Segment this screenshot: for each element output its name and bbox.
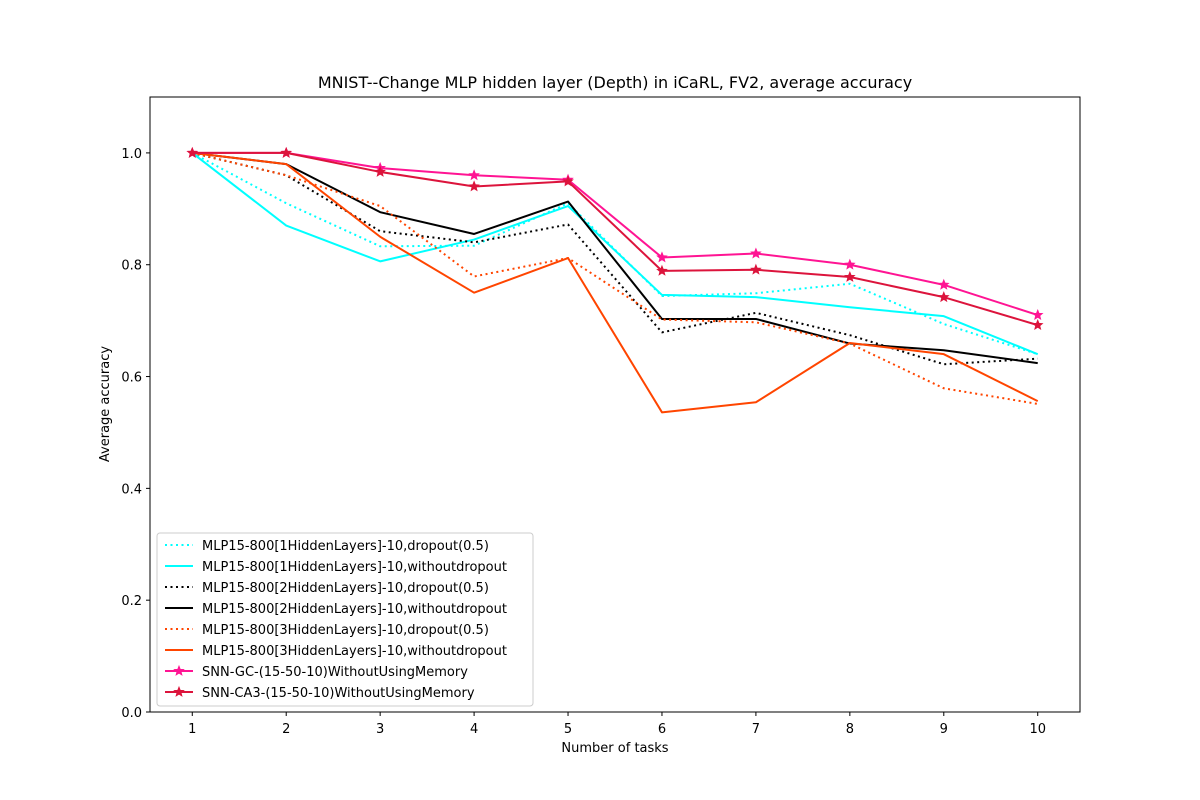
x-axis-title: Number of tasks: [561, 741, 668, 756]
series-8-point: [374, 165, 386, 177]
x-tick-label: 1: [188, 722, 196, 737]
series-8-point: [938, 291, 950, 303]
series-line-4: [192, 151, 1038, 365]
legend-label-1: MLP15-800[1HiddenLayers]-10,dropout(0.5): [202, 539, 489, 554]
legend-marker-7: [173, 664, 185, 676]
x-tick-label: 3: [376, 722, 384, 737]
y-tick-label: 0.2: [121, 594, 142, 609]
series-8-point: [562, 175, 574, 187]
series-8-point: [186, 146, 199, 158]
plot-frame: [149, 96, 1081, 713]
series-line-2: [191, 152, 1039, 356]
series-group: [186, 146, 1044, 414]
legend-label-2: MLP15-800[1HiddenLayers]-10,withoutdropo…: [202, 560, 507, 575]
series-7-point: [1031, 308, 1044, 320]
x-tick-label: 2: [282, 722, 290, 737]
x-tick-label: 10: [1029, 722, 1046, 737]
series-7-point: [750, 247, 762, 259]
y-axis-title: Average accuracy: [98, 346, 113, 462]
y-tick-label: 0.4: [121, 482, 142, 497]
series-8-point: [844, 270, 856, 282]
x-tick-label: 6: [658, 722, 666, 737]
x-tick-label: 7: [752, 722, 760, 737]
series-8-point: [750, 263, 762, 275]
series-7-point: [468, 169, 480, 181]
legend-label-5: MLP15-800[3HiddenLayers]-10,dropout(0.5): [202, 623, 489, 638]
series-7-point: [938, 278, 950, 290]
series-line-6: [192, 151, 1039, 414]
legend-marker-8: [173, 685, 185, 697]
series-8-point: [280, 146, 292, 158]
series-line-3: [192, 151, 1038, 366]
legend-label-7: SNN-GC-(15-50-10)WithoutUsingMemory: [202, 665, 468, 680]
y-tick-label: 1.0: [121, 147, 142, 162]
legend: MLP15-800[1HiddenLayers]-10,dropout(0.5)…: [156, 532, 534, 707]
series-8-point: [1031, 319, 1044, 331]
series-7-point: [844, 258, 856, 270]
chart-title: MNIST--Change MLP hidden layer (Depth) i…: [318, 73, 912, 92]
legend-label-4: MLP15-800[2HiddenLayers]-10,withoutdropo…: [202, 602, 507, 617]
series-line-7: [192, 151, 1039, 317]
series-7-point: [656, 251, 668, 263]
legend-box: [156, 532, 534, 707]
series-8-point: [656, 264, 668, 276]
series-line-8: [192, 151, 1039, 327]
legend-label-8: SNN-CA3-(15-50-10)WithoutUsingMemory: [202, 686, 475, 701]
x-tick-label: 8: [846, 722, 854, 737]
x-tick-label: 9: [940, 722, 948, 737]
y-tick-label: 0.8: [121, 259, 142, 274]
y-tick-label: 0.6: [121, 371, 142, 386]
y-tick-label: 0.0: [121, 706, 142, 721]
axis-ticks: 1 2 3 4 5 6 7 8 9 10 0.0 0.2 0.4 0.6 0.8 1.0: [121, 147, 1046, 737]
legend-label-6: MLP15-800[3HiddenLayers]-10,withoutdropo…: [202, 644, 507, 659]
x-tick-label: 4: [470, 722, 478, 737]
series-8-point: [468, 180, 480, 192]
x-tick-label: 5: [564, 722, 572, 737]
legend-label-3: MLP15-800[2HiddenLayers]-10,dropout(0.5): [202, 581, 489, 596]
